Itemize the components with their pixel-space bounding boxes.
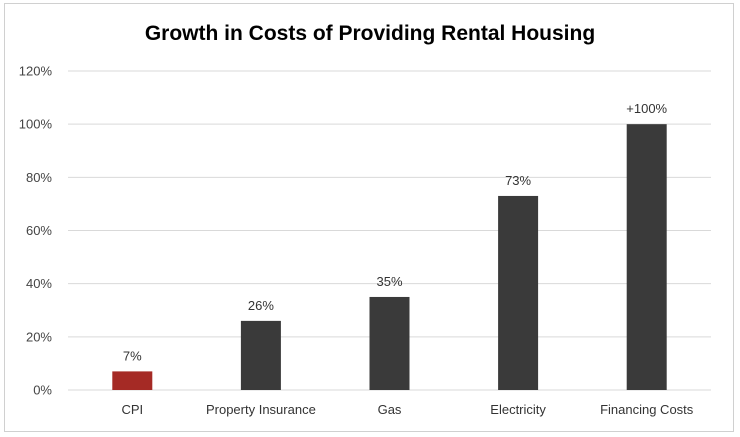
category-label: Property Insurance bbox=[206, 402, 316, 417]
y-tick-label: 40% bbox=[26, 276, 52, 291]
y-tick-label: 120% bbox=[19, 64, 53, 79]
bar bbox=[626, 124, 667, 391]
y-tick-label: 0% bbox=[33, 383, 52, 398]
bar bbox=[369, 296, 410, 390]
category-label: Financing Costs bbox=[600, 402, 694, 417]
data-label: 26% bbox=[248, 298, 274, 313]
chart-frame bbox=[4, 3, 734, 432]
chart-title: Growth in Costs of Providing Rental Hous… bbox=[144, 22, 596, 45]
bar bbox=[112, 371, 153, 390]
category-label: CPI bbox=[121, 402, 143, 417]
data-label: 35% bbox=[376, 274, 402, 289]
y-tick-label: 100% bbox=[19, 117, 53, 132]
bar bbox=[240, 320, 281, 390]
data-label: +100% bbox=[626, 101, 667, 116]
data-label: 7% bbox=[123, 348, 142, 363]
category-label: Gas bbox=[378, 402, 402, 417]
y-tick-label: 80% bbox=[26, 170, 52, 185]
data-label: 73% bbox=[505, 173, 531, 188]
category-label: Electricity bbox=[490, 402, 546, 417]
bar bbox=[498, 195, 539, 390]
y-tick-label: 60% bbox=[26, 223, 52, 238]
y-tick-label: 20% bbox=[26, 329, 52, 344]
